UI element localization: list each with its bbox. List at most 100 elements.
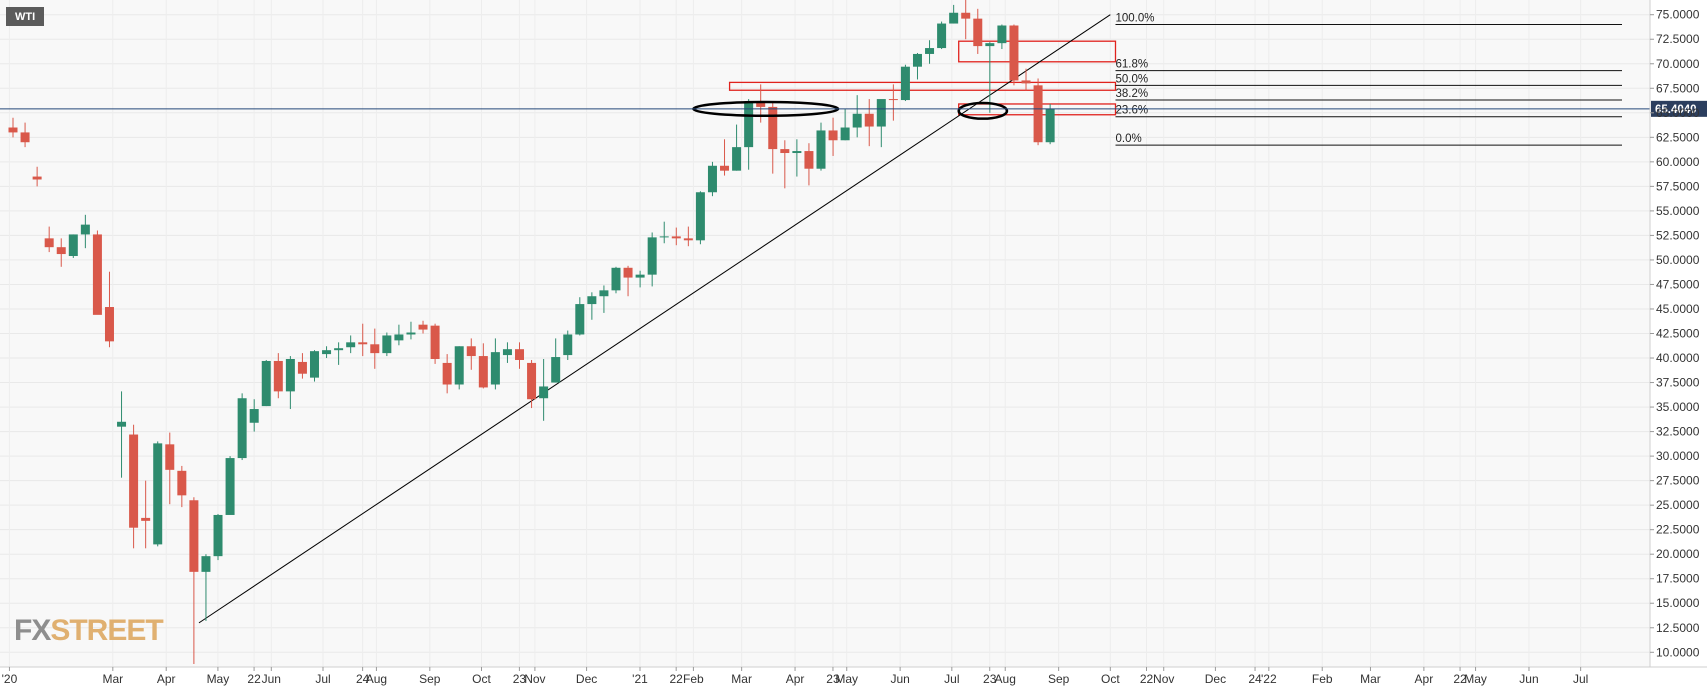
candle-body [1045,108,1055,143]
x-tick-label: Oct [1101,672,1120,686]
y-tick-label: 15.0000 [1656,596,1700,610]
candle-body [756,102,766,107]
candle-body [985,43,995,47]
x-tick-label: Feb [1312,672,1333,686]
candle-body [334,348,344,351]
candle-body [888,99,898,101]
y-tick-label: 20.0000 [1656,547,1700,561]
y-tick-label: 47.5000 [1656,277,1700,291]
y-tick-label: 37.5000 [1656,376,1700,390]
x-tick-label: Jul [315,672,330,686]
x-tick-label: 24 [1248,672,1262,686]
candle-body [418,324,428,330]
x-tick-label: Aug [995,672,1016,686]
candle-body [141,517,151,521]
candle-body [370,344,380,354]
fib-level-label: 100.0% [1115,13,1154,25]
last-price-badge [1651,100,1707,117]
candle-body [563,334,573,356]
resistance-zone [958,40,1117,63]
y-tick-label: 62.5000 [1656,130,1700,144]
candle-body [129,434,139,528]
candle-body [768,106,778,150]
y-tick-label: 30.0000 [1656,449,1700,463]
x-tick-label: 23 [513,672,527,686]
y-axis[interactable]: 10.0000 12.5000 15.0000 17.5000 20.0000 22.50… [1650,8,1700,660]
candle-body [599,290,609,297]
candle-body [117,421,127,427]
candle-body [1033,85,1043,143]
x-tick-label: 23 [983,672,997,686]
x-tick-label: Mar [102,672,123,686]
candle-body [695,192,705,241]
fxstreet-logo: FXSTREET [14,614,164,647]
x-tick-label: Sep [1048,672,1070,686]
candle-body [322,350,332,355]
x-tick-label: Dec [1205,672,1226,686]
candle-body [32,176,42,180]
candle-body [551,357,561,383]
candle-body [285,359,295,392]
candle-body [104,307,114,342]
candle-body [201,556,211,572]
x-tick-label: 22 [247,672,261,686]
y-tick-label: 57.5000 [1656,179,1700,193]
symbol-label[interactable]: WTI [6,7,45,26]
candle-body [309,351,319,378]
candle-body [587,296,597,305]
candle-body [177,470,187,496]
fib-level-label: 23.6% [1115,105,1148,117]
fib-level-label: 38.2% [1115,88,1148,100]
candle-body [515,349,525,360]
candle-body [852,113,862,128]
candle-body [611,267,621,291]
y-tick-label: 17.5000 [1656,572,1700,586]
candle-body [213,514,223,557]
candle-body [225,458,235,515]
candle-body [659,236,669,238]
candle-body [466,346,476,357]
y-tick-label: 70.0000 [1656,57,1700,71]
y-tick-label: 32.5000 [1656,425,1700,439]
candle-body [1021,80,1031,84]
y-tick-label: 45.0000 [1656,302,1700,316]
y-tick-label: 65.0000 [1656,106,1700,120]
candle-body [249,409,259,423]
candle-body [623,267,633,278]
candle-body [1009,25,1019,81]
candle-body [20,132,30,143]
resistance-zone [728,81,1117,91]
x-tick-label: Mar [1360,672,1381,686]
x-tick-label: Apr [1415,672,1434,686]
candle-body [502,349,512,356]
candle-body [683,238,693,241]
x-tick-label: 22 [669,672,683,686]
candle-body [949,12,959,24]
x-tick-label: Jun [1519,672,1538,686]
fib-level-label: 0.0% [1115,133,1141,145]
x-tick-label: 22 [1453,672,1467,686]
x-tick-label: '22 [1261,672,1277,686]
candle-body [346,342,356,348]
candle-body [816,130,826,169]
candle-body [430,325,440,360]
candle-body [358,342,368,345]
candle-body [732,147,742,171]
candle-body [153,443,163,545]
fibonacci-retracement: 100.0% 61.8% 50.0% 38.2% 23.6% 0.0% [1115,13,1622,146]
trendline-layer [198,14,1111,624]
y-tick-label: 40.0000 [1656,351,1700,365]
candle-body [165,444,175,470]
candle-body [973,18,983,47]
y-tick-label: 67.5000 [1656,81,1700,95]
candle-body [454,346,464,385]
x-tick-label: May [1464,672,1487,686]
candle-body [671,236,681,239]
x-tick-label: May [835,672,858,686]
candle-body [804,151,814,169]
fib-level-label: 50.0% [1115,73,1148,85]
candle-body [864,113,874,127]
x-tick-label: Dec [576,672,597,686]
